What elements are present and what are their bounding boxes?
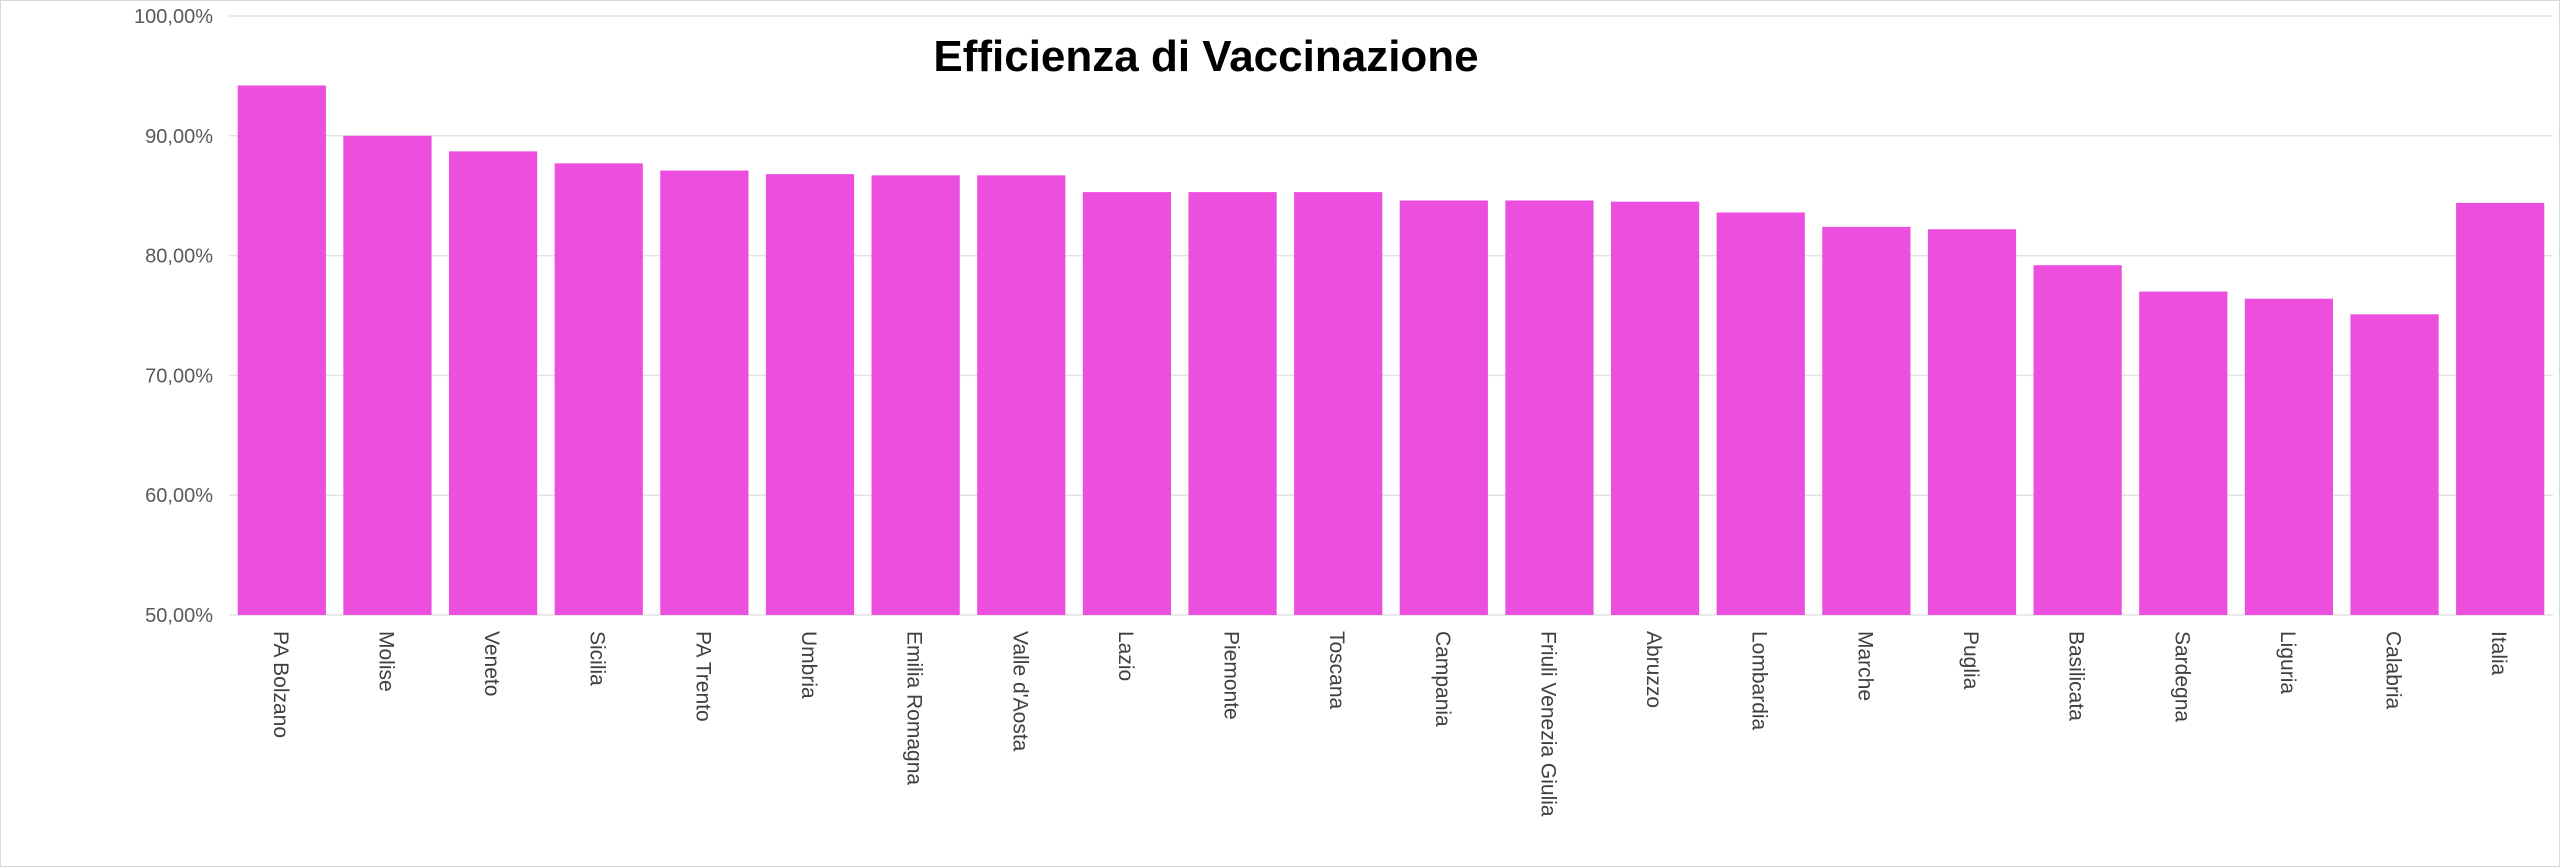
bar [2139, 291, 2228, 615]
bar [1927, 229, 2017, 615]
bar [1610, 201, 1700, 615]
bar [765, 174, 855, 616]
x-category-label: Lombardia [1748, 631, 1771, 731]
x-category-label: Emilia Romagna [903, 631, 926, 785]
bar [977, 175, 1066, 616]
x-category-label: Campania [1431, 631, 1454, 727]
bar [448, 151, 538, 615]
y-tick-label: 80,00% [145, 246, 213, 268]
x-category-label: Piemonte [1220, 631, 1243, 720]
bar [2033, 265, 2122, 615]
x-category-label: Lazio [1114, 631, 1137, 681]
x-category-label: Umbria [797, 631, 820, 699]
bars [237, 85, 2545, 616]
y-tick-label: 100,00% [134, 6, 213, 28]
bar [871, 175, 960, 616]
x-category-label: Sicilia [586, 631, 609, 686]
bar [343, 135, 432, 616]
y-tick-label: 50,00% [145, 605, 213, 627]
bar [2244, 298, 2334, 615]
x-category-label: Toscana [1325, 631, 1348, 710]
x-category-label: Liguria [2276, 631, 2299, 694]
x-category-label: PA Trento [691, 631, 714, 722]
bar [1082, 192, 1172, 615]
x-category-label: Marche [1853, 631, 1876, 701]
bar [554, 163, 643, 615]
x-category-label: Italia [2487, 631, 2510, 676]
bar [1399, 200, 1488, 615]
x-category-label: Basilicata [2065, 631, 2088, 721]
bar [2350, 314, 2439, 615]
x-category-label: Puglia [1959, 631, 1982, 690]
bar [1188, 192, 1277, 615]
x-category-label: Friuli Venezia Giulia [1536, 631, 1559, 817]
x-category-label: PA Bolzano [269, 631, 292, 738]
bar [1294, 192, 1383, 615]
y-tick-label: 60,00% [145, 485, 213, 507]
bar [660, 170, 749, 616]
chart-title: Efficienza di Vaccinazione [933, 32, 1478, 81]
x-category-label: Calabria [2382, 631, 2405, 710]
y-tick-label: 90,00% [145, 126, 213, 148]
y-axis-tick-labels: 50,00% 60,00% 70,00% 80,00% 90,00% 100,00% [134, 6, 213, 627]
bar [1505, 200, 1594, 615]
y-tick-label: 70,00% [145, 365, 213, 387]
bar [237, 85, 326, 615]
bar [1822, 226, 1911, 615]
x-category-label: Molise [374, 631, 397, 692]
x-axis-category-labels: PA Bolzano Molise Veneto Sicilia PA Trento Um… [269, 631, 2510, 817]
bar [2456, 202, 2545, 615]
x-category-label: Veneto [480, 631, 503, 696]
x-category-label: Sardegna [2170, 631, 2193, 722]
bar [1716, 212, 1805, 616]
x-category-label: Valle d'Aosta [1008, 631, 1031, 752]
x-category-label: Abruzzo [1642, 631, 1665, 708]
